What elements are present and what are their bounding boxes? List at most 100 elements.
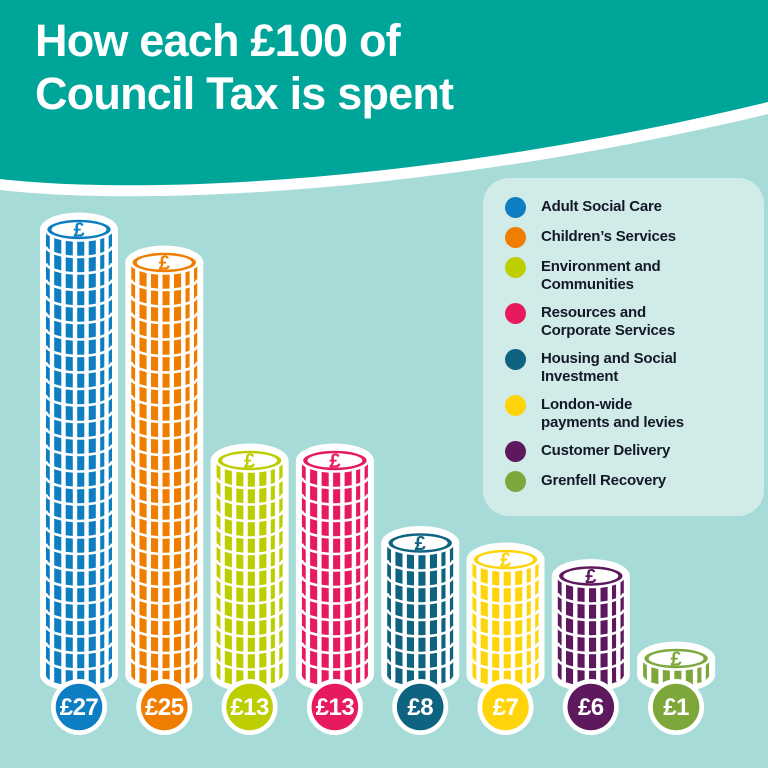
coin-stack-grenfell-recovery: £ [637,641,716,692]
legend-dot-icon [505,441,526,462]
coin-milling-mark [104,432,109,452]
coin-milling-mark [317,518,322,538]
coin-milling-mark [104,284,109,303]
coin-milling-mark [510,618,516,638]
coin-milling-mark [169,354,174,374]
coin-milling-mark [181,336,186,355]
coin-milling-mark [616,663,621,683]
badge-fill [55,683,103,731]
coin-milling-mark [305,498,311,518]
coin-milling-mark [158,354,163,374]
coin-milling-mark [584,651,589,671]
coin-milling-mark [72,437,78,456]
coin-milling-mark [181,600,186,619]
coin-milling-mark [95,517,101,537]
coin-milling-mark [61,650,66,670]
coin-milling-mark [305,597,311,617]
coin-milling-mark [317,617,322,637]
coin-milling-mark [189,300,194,320]
coin-milling-mark [169,288,174,308]
coin-milling-mark [445,597,450,617]
coin-milling-mark [243,470,248,489]
coin-milling-mark [658,667,663,686]
coin-milling-mark [84,239,89,258]
coin-milling-mark [189,498,194,518]
coin-milling-mark [181,270,186,289]
coin-milling-mark [231,667,237,686]
coin-milling-mark [146,551,151,571]
legend-item-label: Grenfell Recovery [541,472,666,489]
coin-milling-mark [61,601,66,620]
coin-milling-mark [104,366,109,386]
coin-milling-mark [391,647,396,666]
coin-milling-mark [72,503,78,522]
coin-milling-mark [328,552,334,572]
pound-icon: £ [329,451,340,473]
coin-milling-mark [95,567,101,586]
coin-milling-mark [169,404,174,423]
coin-milling-mark [146,469,151,488]
badge-label: £13 [316,694,355,721]
coin-milling-mark [573,584,578,604]
coin-milling-mark [616,597,621,617]
coin-milling-mark [95,402,101,421]
coin-milling-mark [135,416,140,435]
pound-icon: £ [415,533,426,555]
coin-milling-mark [561,597,566,617]
coin-milling-mark [104,234,109,254]
coin-milling-mark [95,253,101,273]
coin-milling-mark [266,633,271,652]
coin-milling-mark [61,617,66,637]
pound-icon: £ [244,451,255,473]
coin-milling-mark [181,616,186,636]
coin-milling-mark [61,469,66,488]
coin-milling-mark [61,287,66,307]
coin-milling-mark [274,663,280,683]
coin-milling-mark [49,465,55,485]
coin-milling-mark [274,614,280,633]
coin-milling-mark [135,581,140,600]
coin-milling-mark [146,452,151,472]
coin-milling-mark [274,531,280,551]
coin-milling-mark [351,666,357,685]
coin-milling-mark [266,600,271,619]
legend-dot-icon [505,349,526,370]
coin-milling-mark [243,569,248,588]
coin-milling-mark [616,581,621,600]
coin-milling-mark [84,371,89,390]
badge-fill [652,683,700,731]
coin-milling-mark [72,255,78,275]
coin-milling-mark [72,288,78,308]
coin-milling-mark [340,651,345,671]
coin-milling-mark [305,614,311,633]
legend-dot-icon [505,395,526,416]
coin-milling-mark [328,486,334,506]
coin-milling-mark [305,647,311,666]
coin-milling-mark [607,616,612,636]
coin-milling-mark [72,305,78,324]
coin-milling-mark [402,568,407,587]
coin-milling-mark [95,583,101,603]
coin-milling-mark [95,319,101,339]
coin-milling-mark [476,614,481,633]
coin-milling-mark [84,618,89,638]
coin-milling-mark [135,267,140,287]
coin-milling-mark [254,618,260,638]
coin-milling-mark [181,666,186,685]
coin-milling-mark [169,437,174,456]
coin-milling-mark [254,635,260,654]
coin-milling-mark [61,535,66,554]
coin-milling-mark [360,614,365,633]
coin-milling-mark [169,420,174,440]
coin-milling-mark [95,352,101,372]
coin-milling-mark [476,630,481,650]
coin-milling-mark [522,567,527,586]
coin-milling-mark [169,519,174,539]
coin-milling-mark [476,581,481,600]
coin-milling-mark [231,469,237,488]
coin-milling-mark [499,618,504,638]
coin-milling-mark [158,387,163,407]
coin-milling-mark [135,482,140,501]
coin-milling-mark [158,651,163,671]
